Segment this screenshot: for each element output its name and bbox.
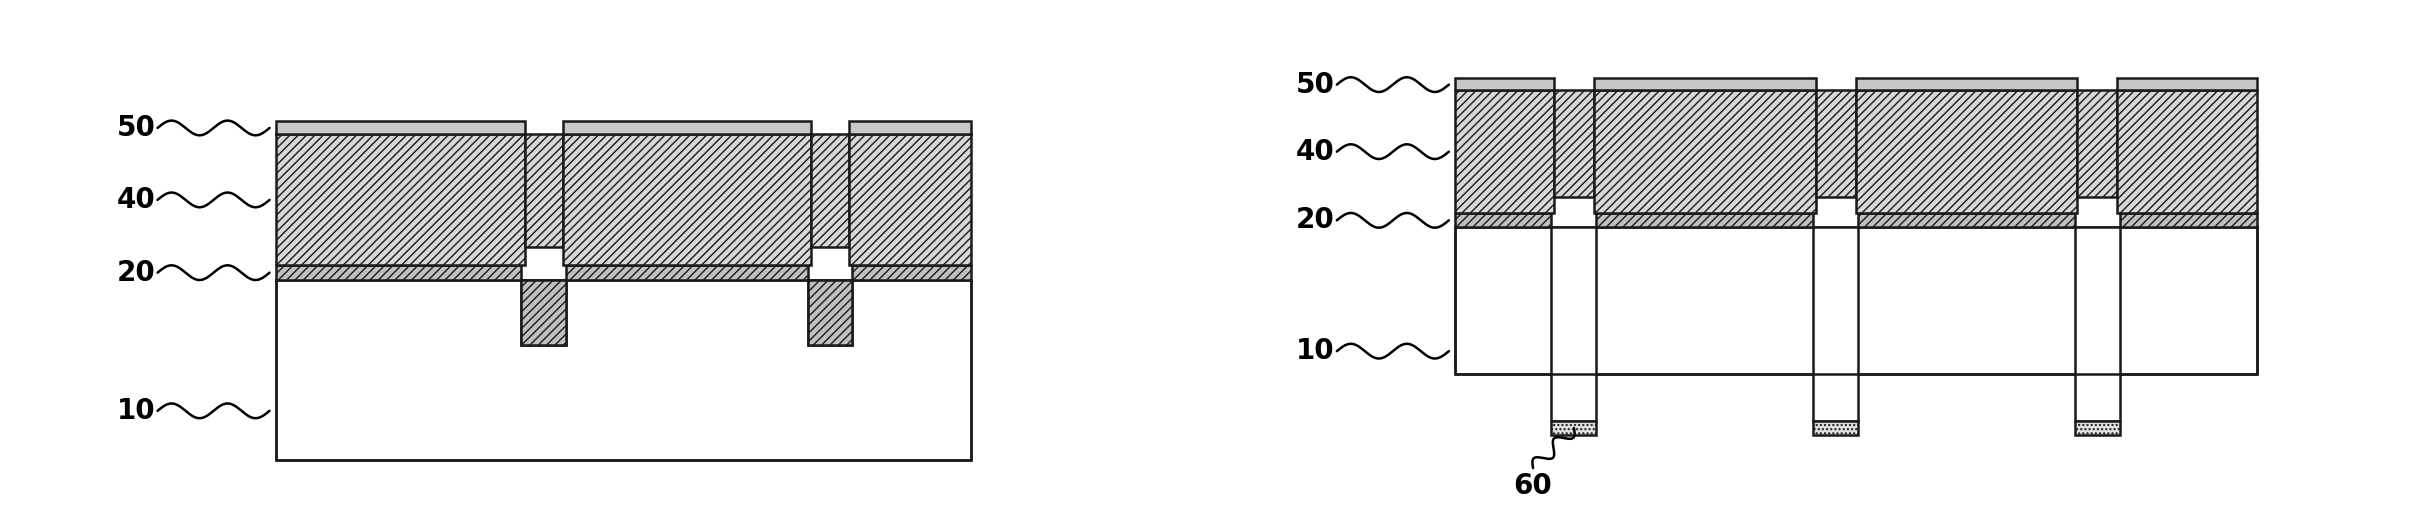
Bar	[2074, 421, 2120, 435]
Bar	[564, 134, 812, 265]
Bar	[277, 265, 520, 280]
Bar	[277, 122, 525, 134]
Bar	[1595, 78, 1816, 90]
Bar	[2077, 90, 2118, 197]
Text: 10: 10	[116, 397, 154, 425]
Bar	[1554, 90, 1595, 197]
Text: 10: 10	[1296, 337, 1335, 365]
Bar	[850, 134, 971, 265]
Text: 40: 40	[116, 186, 157, 214]
Bar	[1857, 213, 2074, 227]
Bar	[1455, 227, 2257, 374]
Bar	[1455, 213, 1551, 227]
Bar	[812, 134, 850, 247]
Bar	[566, 265, 807, 280]
Bar	[520, 280, 566, 345]
Text: 50: 50	[1296, 71, 1335, 99]
Bar	[1855, 78, 2077, 90]
Text: 60: 60	[1513, 472, 1551, 500]
Text: 20: 20	[1296, 206, 1335, 235]
Text: 50: 50	[116, 114, 157, 142]
Bar	[520, 280, 566, 345]
Bar	[277, 134, 525, 265]
Bar	[807, 280, 853, 345]
Text: 40: 40	[1296, 137, 1335, 166]
Bar	[277, 280, 971, 460]
Bar	[1551, 227, 1597, 421]
Bar	[1455, 78, 1554, 90]
Bar	[1816, 90, 1855, 197]
Bar	[564, 122, 812, 134]
Bar	[850, 122, 971, 134]
Bar	[1814, 421, 1857, 435]
Bar	[807, 280, 853, 345]
Bar	[1597, 213, 1814, 227]
Bar	[1455, 90, 1554, 213]
Bar	[1551, 421, 1597, 435]
Bar	[1855, 90, 2077, 213]
Bar	[525, 134, 564, 247]
Text: 20: 20	[116, 259, 157, 287]
Bar	[1814, 227, 1857, 421]
Bar	[1595, 90, 1816, 213]
Bar	[2120, 213, 2257, 227]
Bar	[2074, 227, 2120, 421]
Bar	[2118, 90, 2257, 213]
Bar	[853, 265, 971, 280]
Bar	[2118, 78, 2257, 90]
